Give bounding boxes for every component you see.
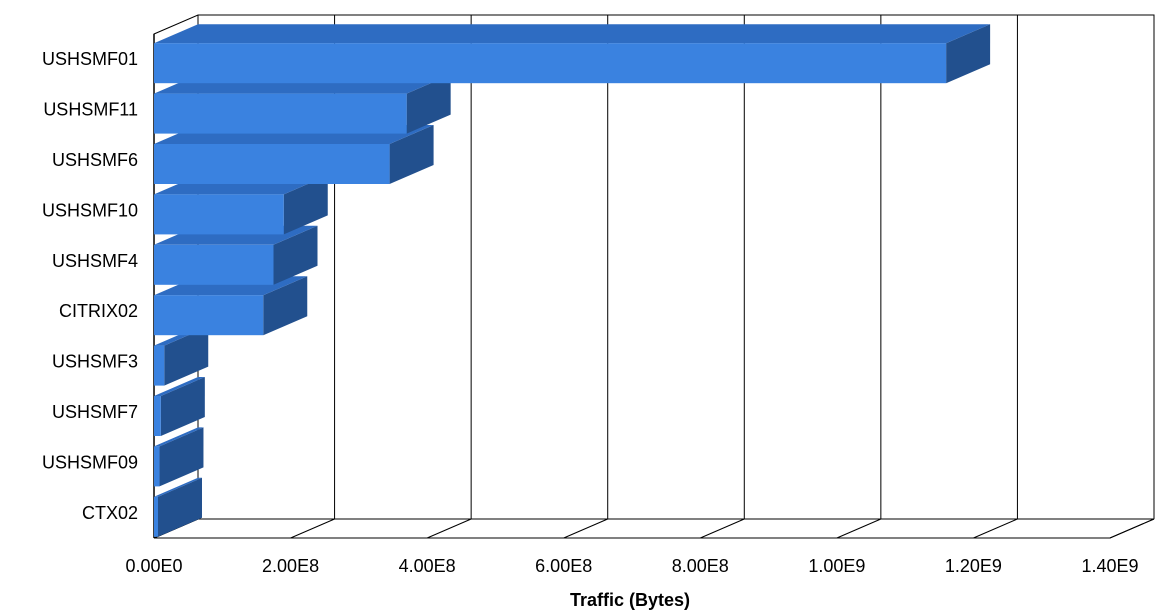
bar-front-face bbox=[154, 194, 284, 235]
category-label: USHSMF4 bbox=[52, 251, 138, 271]
bar-side-face bbox=[389, 125, 434, 184]
category-label: USHSMF7 bbox=[52, 402, 138, 422]
category-label: USHSMF3 bbox=[52, 352, 138, 372]
bar bbox=[154, 477, 202, 537]
bar-top-face bbox=[154, 377, 205, 396]
bar-front-face bbox=[154, 144, 390, 184]
bar-front-face bbox=[154, 496, 158, 537]
category-label: USHSMF01 bbox=[42, 49, 138, 69]
floor-grid-line bbox=[290, 518, 335, 539]
bar-top-face bbox=[154, 427, 204, 447]
bar-front-face bbox=[154, 244, 274, 285]
bar-side-face bbox=[158, 477, 202, 537]
bar bbox=[154, 326, 209, 386]
bar-front-face bbox=[154, 345, 165, 386]
floor-grid-line bbox=[1109, 518, 1155, 539]
x-tick-label: 1.20E9 bbox=[945, 556, 1002, 576]
bar bbox=[154, 377, 205, 436]
category-label: CITRIX02 bbox=[59, 301, 138, 321]
x-tick-labels: 0.00E0 2.00E8 4.00E8 6.00E8 8.00E8 1.00E9 1.20… bbox=[125, 556, 1138, 576]
bar-top-face bbox=[154, 24, 991, 44]
bar-side-face bbox=[160, 377, 205, 436]
bar-top-face bbox=[154, 477, 202, 497]
category-label: USHSMF09 bbox=[42, 452, 138, 472]
bar-front-face bbox=[154, 43, 947, 84]
category-label: USHSMF10 bbox=[42, 200, 138, 220]
bar bbox=[154, 74, 451, 134]
bar-side-face bbox=[406, 74, 451, 134]
floor-grid-line bbox=[700, 518, 745, 539]
bar bbox=[154, 427, 204, 487]
bar bbox=[154, 175, 328, 235]
bars bbox=[154, 24, 991, 537]
bar-side-face bbox=[283, 175, 328, 235]
bar-side-face bbox=[164, 326, 209, 386]
x-tick-label: 2.00E8 bbox=[262, 556, 319, 576]
x-tick-label: 1.40E9 bbox=[1081, 556, 1138, 576]
category-label: CTX02 bbox=[82, 503, 138, 523]
bar-side-face bbox=[273, 225, 318, 285]
bar bbox=[154, 24, 991, 84]
floor-grid-line bbox=[836, 518, 882, 539]
grid-lines bbox=[153, 15, 1155, 539]
floor-grid-line bbox=[563, 518, 608, 539]
category-label: USHSMF6 bbox=[52, 150, 138, 170]
bar bbox=[154, 276, 308, 336]
x-tick-label: 0.00E0 bbox=[125, 556, 182, 576]
x-tick-label: 6.00E8 bbox=[535, 556, 592, 576]
bar-front-face bbox=[154, 93, 407, 134]
x-tick-label: 4.00E8 bbox=[399, 556, 456, 576]
x-axis-title: Traffic (Bytes) bbox=[570, 590, 690, 610]
bar-side-face bbox=[946, 24, 991, 84]
x-tick-label: 8.00E8 bbox=[672, 556, 729, 576]
bar bbox=[154, 125, 434, 184]
floor-grid-line bbox=[973, 518, 1018, 539]
bar-front-face bbox=[154, 446, 160, 487]
bar bbox=[154, 225, 318, 285]
bar-side-face bbox=[159, 427, 204, 487]
bar-side-face bbox=[263, 276, 308, 336]
category-label: USHSMF11 bbox=[43, 100, 138, 120]
floor-plane bbox=[153, 518, 1155, 539]
floor-grid-line bbox=[426, 518, 472, 539]
x-tick-label: 1.00E9 bbox=[808, 556, 865, 576]
bar-front-face bbox=[154, 295, 264, 336]
bar-front-face bbox=[154, 396, 161, 436]
category-labels: CTX02 USHSMF09 USHSMF7 USHSMF3 CITRIX02 USHSM… bbox=[42, 49, 138, 523]
